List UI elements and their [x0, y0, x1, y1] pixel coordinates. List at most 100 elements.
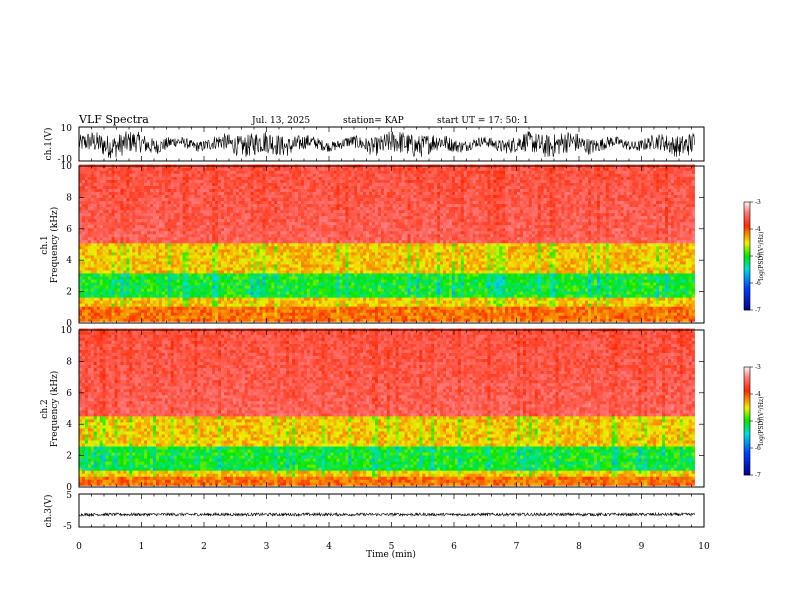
psd-cell [123, 225, 126, 228]
psd-cell [138, 309, 141, 312]
psd-cell [174, 186, 177, 189]
psd-cell [141, 183, 144, 186]
psd-cell [120, 216, 123, 219]
psd-cell [162, 204, 165, 207]
psd-cell [189, 252, 192, 255]
psd-cell [94, 168, 97, 171]
psd-cell [180, 204, 183, 207]
psd-cell [82, 273, 85, 276]
psd-cell [189, 249, 192, 252]
psd-cell [153, 312, 156, 315]
psd-cell [88, 249, 91, 252]
psd-cell [120, 297, 123, 300]
psd-cell [150, 297, 153, 300]
psd-cell [112, 312, 115, 315]
psd-cell [147, 222, 150, 225]
psd-cell [153, 213, 156, 216]
psd-cell [165, 288, 168, 291]
psd-cell [180, 303, 183, 306]
psd-cell [94, 180, 97, 183]
psd-cell [103, 174, 106, 177]
psd-cell [177, 195, 180, 198]
psd-cell [85, 249, 88, 252]
psd-cell [159, 270, 162, 273]
psd-cell [191, 315, 194, 318]
psd-cell [91, 198, 94, 201]
psd-cell [132, 291, 135, 294]
psd-cell [144, 237, 147, 240]
psd-cell [159, 258, 162, 261]
psd-cell [126, 258, 129, 261]
psd-cell [106, 186, 109, 189]
psd-cell [138, 252, 141, 255]
psd-cell [103, 261, 106, 264]
psd-cell [147, 243, 150, 246]
psd-cell [168, 312, 171, 315]
psd-cell [162, 183, 165, 186]
psd-cell [183, 318, 186, 321]
psd-cell [186, 204, 189, 207]
psd-cell [174, 309, 177, 312]
psd-cell [112, 195, 115, 198]
psd-cell [100, 198, 103, 201]
psd-cell [177, 291, 180, 294]
psd-cell [82, 228, 85, 231]
psd-cell [94, 189, 97, 192]
psd-cell [150, 300, 153, 303]
psd-cell [106, 225, 109, 228]
psd-cell [117, 222, 120, 225]
psd-cell [144, 174, 147, 177]
psd-cell [129, 201, 132, 204]
psd-cell [117, 249, 120, 252]
psd-cell [171, 213, 174, 216]
psd-cell [94, 177, 97, 180]
psd-cell [144, 222, 147, 225]
psd-cell [117, 270, 120, 273]
psd-cell [126, 267, 129, 270]
psd-cell [123, 252, 126, 255]
psd-cell [106, 237, 109, 240]
psd-cell [135, 198, 138, 201]
psd-cell [141, 228, 144, 231]
psd-cell [150, 315, 153, 318]
psd-cell [123, 216, 126, 219]
psd-cell [117, 285, 120, 288]
psd-cell [129, 264, 132, 267]
psd-cell [88, 252, 91, 255]
psd-cell [159, 285, 162, 288]
psd-cell [132, 288, 135, 291]
psd-cell [117, 306, 120, 309]
psd-cell [112, 174, 115, 177]
psd-cell [171, 225, 174, 228]
psd-cell [85, 234, 88, 237]
psd-cell [144, 225, 147, 228]
psd-cell [88, 294, 91, 297]
psd-cell [82, 300, 85, 303]
psd-cell [135, 192, 138, 195]
psd-cell [123, 306, 126, 309]
psd-cell [141, 249, 144, 252]
psd-cell [123, 264, 126, 267]
psd-cell [144, 240, 147, 243]
psd-cell [138, 204, 141, 207]
psd-cell [91, 249, 94, 252]
psd-cell [168, 207, 171, 210]
psd-cell [97, 213, 100, 216]
psd-cell [153, 300, 156, 303]
psd-cell [180, 255, 183, 258]
psd-cell [174, 225, 177, 228]
psd-cell [88, 186, 91, 189]
psd-cell [123, 240, 126, 243]
psd-cell [189, 276, 192, 279]
psd-cell [180, 288, 183, 291]
psd-cell [144, 210, 147, 213]
psd-cell [82, 246, 85, 249]
psd-cell [88, 180, 91, 183]
psd-cell [132, 285, 135, 288]
psd-cell [103, 300, 106, 303]
psd-cell [126, 279, 129, 282]
psd-cell [117, 237, 120, 240]
psd-cell [168, 186, 171, 189]
psd-cell [109, 231, 112, 234]
psd-cell [88, 207, 91, 210]
